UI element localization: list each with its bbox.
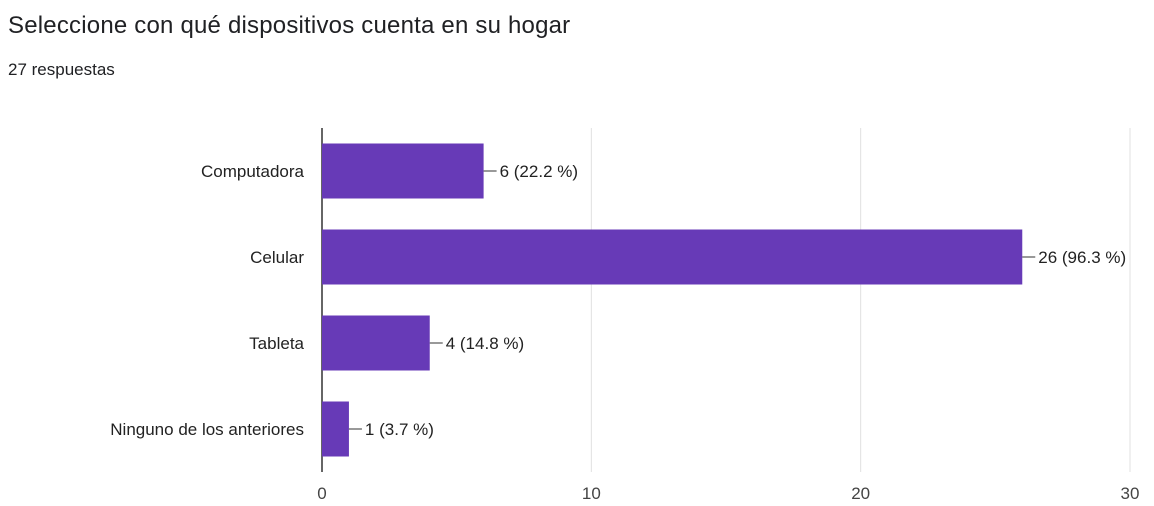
bar — [322, 229, 1023, 285]
category-label: Celular — [250, 248, 304, 267]
x-tick-label: 30 — [1121, 484, 1140, 503]
category-label: Ninguno de los anteriores — [110, 420, 304, 439]
category-label: Computadora — [201, 162, 305, 181]
chart-title: Seleccione con qué dispositivos cuenta e… — [8, 12, 571, 39]
response-count: 27 respuestas — [8, 60, 115, 79]
bar — [322, 143, 484, 199]
bar — [322, 401, 349, 457]
x-tick-label: 0 — [317, 484, 326, 503]
value-label: 26 (96.3 %) — [1038, 248, 1126, 267]
x-tick-label: 20 — [851, 484, 870, 503]
value-label: 1 (3.7 %) — [365, 420, 434, 439]
x-tick-label: 10 — [582, 484, 601, 503]
bar — [322, 315, 430, 371]
value-label: 6 (22.2 %) — [500, 162, 578, 181]
category-label: Tableta — [249, 334, 304, 353]
value-label: 4 (14.8 %) — [446, 334, 524, 353]
